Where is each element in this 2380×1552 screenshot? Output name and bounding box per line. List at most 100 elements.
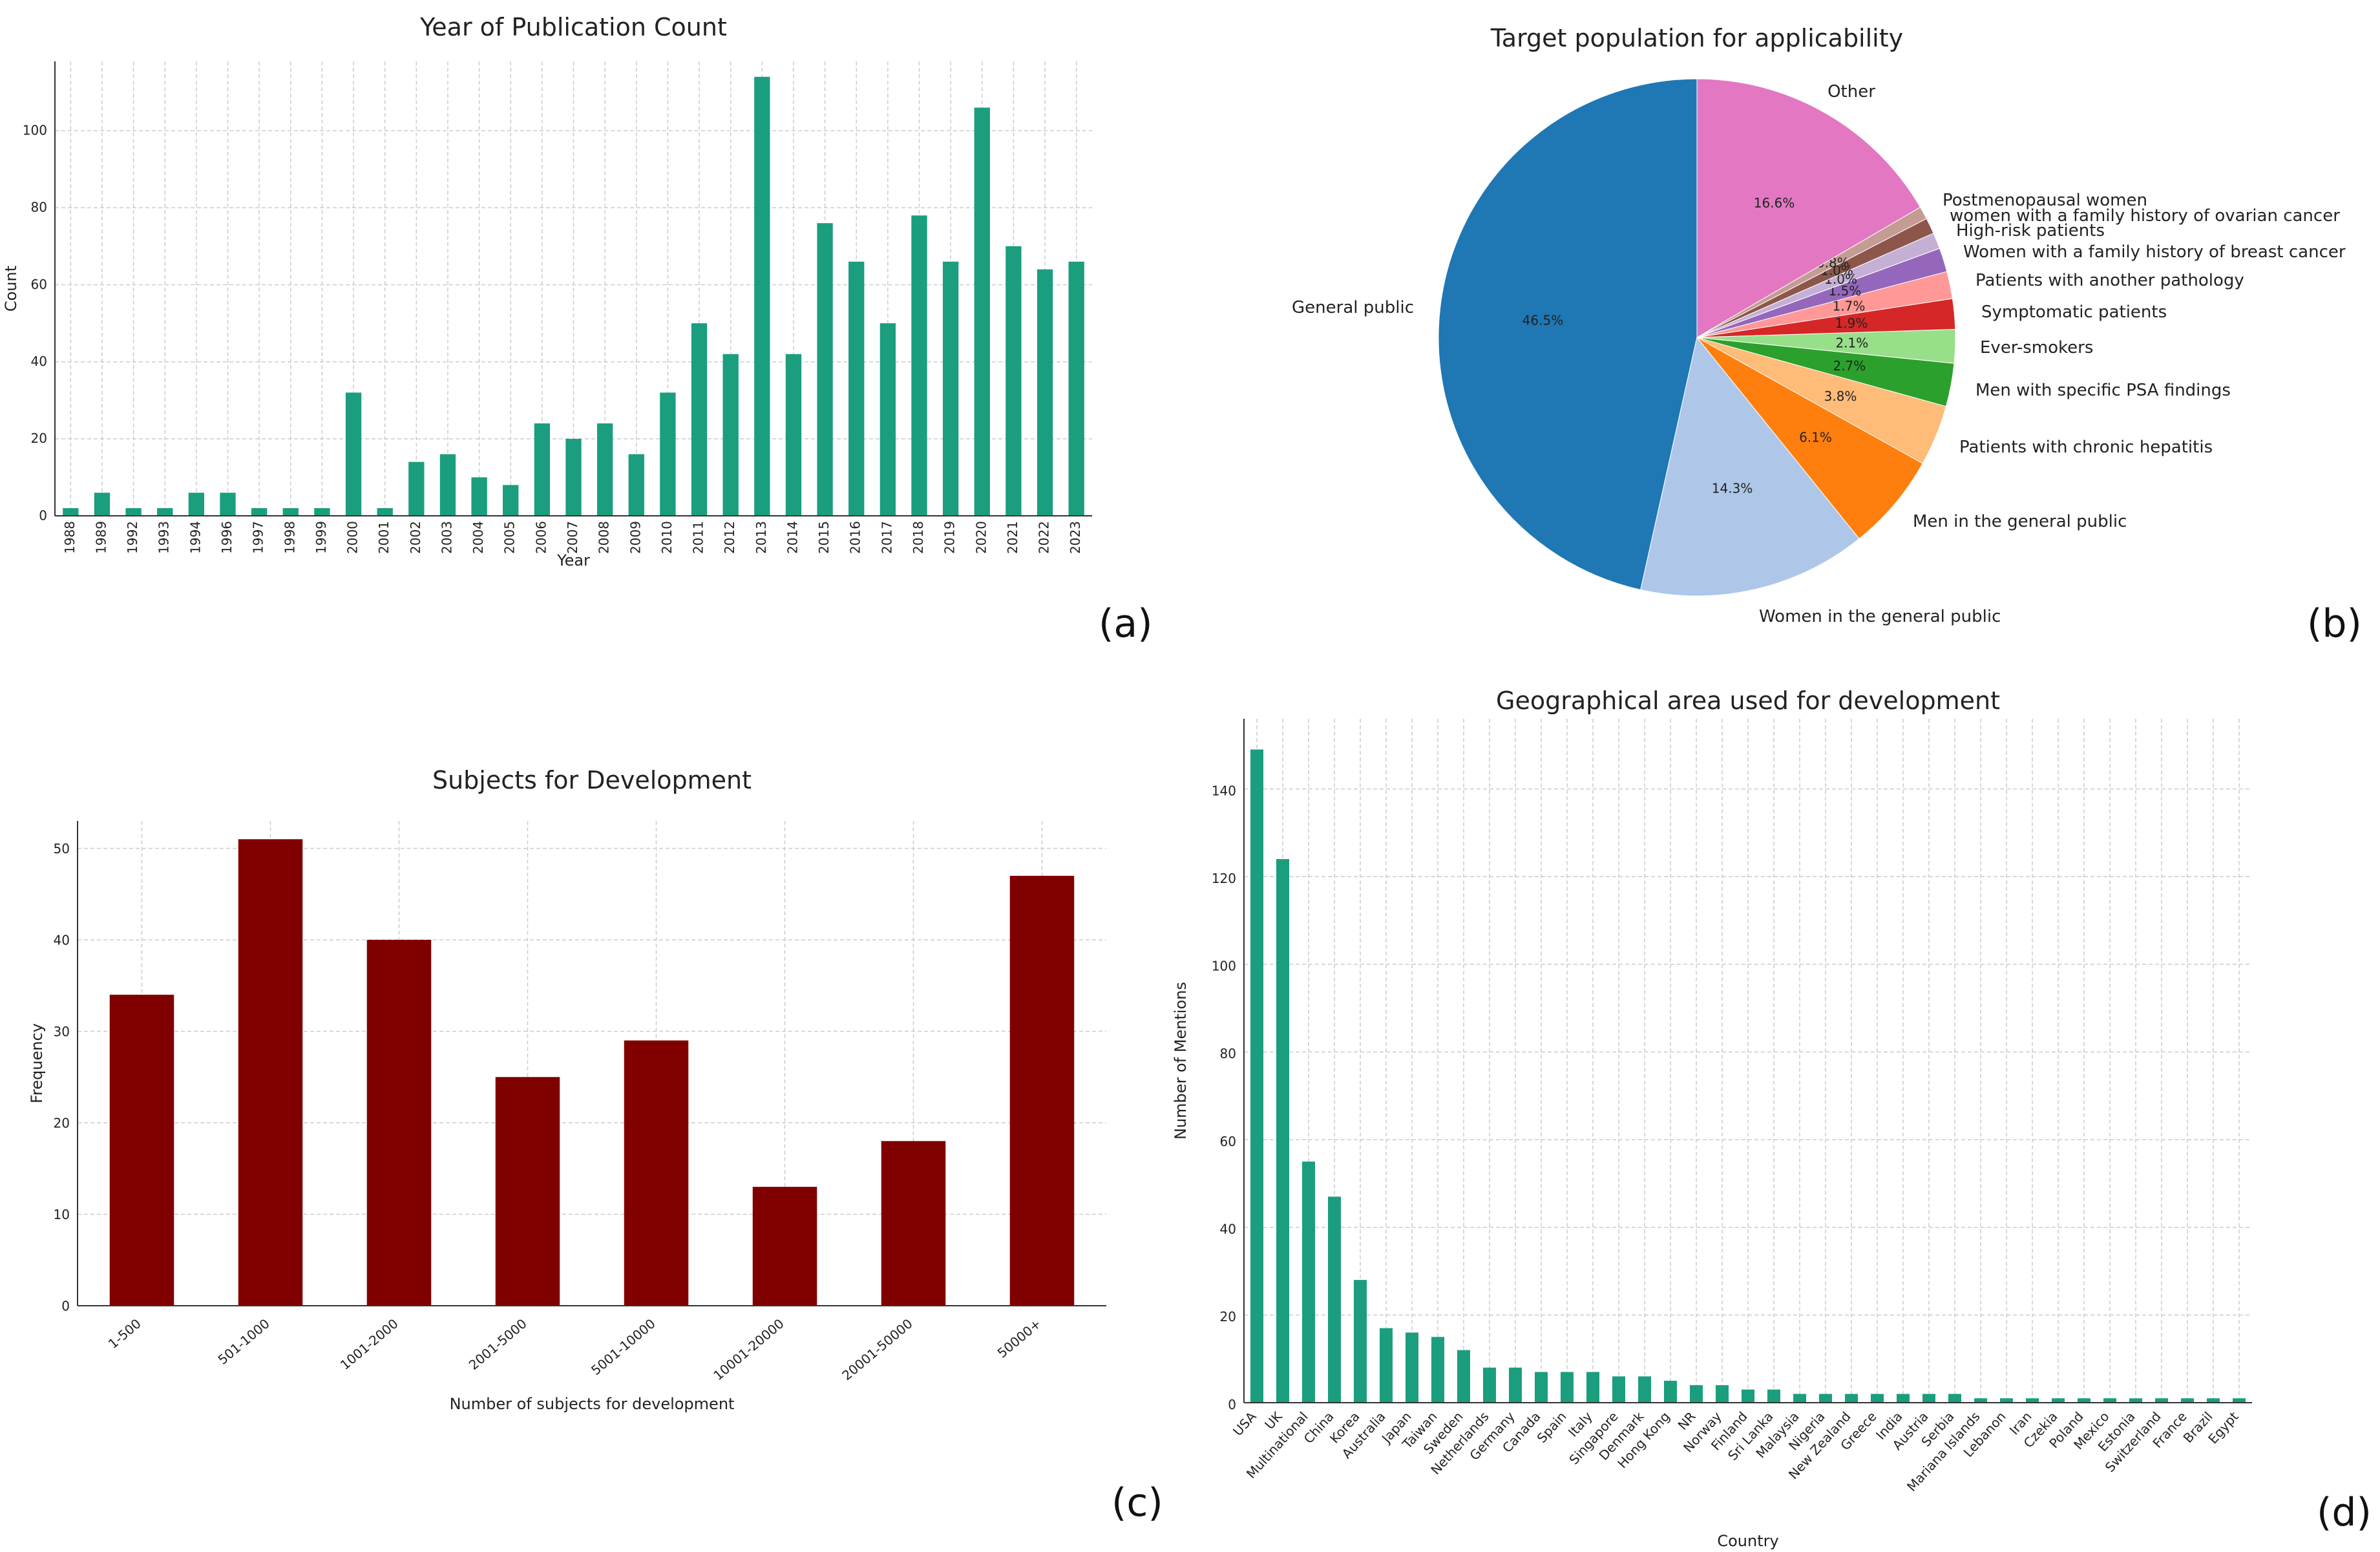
y-tick-label: 50: [54, 841, 70, 856]
x-tick-label: 2014: [785, 521, 800, 554]
x-tick-label: 2015: [816, 521, 832, 554]
x-tick-label: 1997: [251, 521, 266, 554]
bar-2008: [596, 423, 613, 516]
bar-Switzerland: [2155, 1398, 2168, 1403]
y-tick-label: 30: [54, 1024, 70, 1039]
chart-title: Target population for applicability: [1490, 24, 1903, 52]
bar-501-1000: [238, 839, 303, 1306]
panel-b-target-population-pie: Target population for applicability 46.5%…: [1292, 24, 2346, 626]
bar-2001-5000: [495, 1077, 560, 1306]
pie-pct-label: 2.1%: [1835, 335, 1868, 350]
bar-2020: [974, 107, 990, 516]
x-tick-label: 2019: [942, 521, 958, 554]
bar-Japan: [1406, 1332, 1418, 1403]
bar-Lebanon: [2000, 1398, 2013, 1403]
y-tick-label: 60: [1220, 1134, 1236, 1149]
x-tick-label: 50000+: [995, 1315, 1044, 1361]
x-tick-label: 1994: [187, 521, 203, 554]
bar-1001-2000: [366, 939, 432, 1306]
x-tick-label: 5001-10000: [588, 1315, 658, 1378]
y-tick-label: 10: [54, 1207, 70, 1222]
x-tick-label: 2022: [1037, 521, 1052, 554]
bar-2014: [785, 354, 802, 516]
x-tick-label: 2011: [691, 521, 706, 554]
pie-slice-label: Patients with another pathology: [1975, 271, 2244, 290]
pie-slice-label: High-risk patients: [1956, 221, 2105, 240]
x-tick-label: 10001-20000: [710, 1315, 786, 1383]
bar-2023: [1068, 261, 1084, 516]
bar-2009: [628, 454, 644, 516]
y-tick-label: 0: [61, 1299, 70, 1314]
x-tick-label: 2017: [879, 521, 894, 554]
y-tick-label: 100: [23, 123, 47, 138]
x-tick-label: 1992: [125, 521, 140, 554]
bar-Australia: [1380, 1328, 1393, 1403]
pie-pct-label: 16.6%: [1754, 195, 1795, 211]
bar-NR: [1690, 1385, 1703, 1403]
y-tick-label: 20: [31, 431, 47, 446]
y-axis-label: Number of Mentions: [1172, 982, 1190, 1140]
bar-Greece: [1871, 1394, 1884, 1403]
x-tick-label: 2003: [439, 521, 454, 554]
bar-Czekia: [2052, 1398, 2065, 1403]
bar-China: [1328, 1196, 1341, 1403]
x-tick-label: 1998: [282, 521, 297, 554]
chart-title: Year of Publication Count: [419, 13, 727, 41]
bar-Serbia: [1948, 1394, 1961, 1403]
pie-slice-label: Patients with chronic hepatitis: [1959, 438, 2213, 457]
x-tick-label: 2001: [376, 521, 392, 554]
bar-1994: [188, 493, 205, 516]
x-tick-label: 2007: [565, 521, 580, 554]
chart-title: Subjects for Development: [432, 766, 752, 794]
pie-slice-label: Postmenopausal women: [1943, 191, 2147, 210]
bar-Italy: [1586, 1372, 1599, 1403]
bar-2021: [1006, 246, 1022, 516]
x-tick-label: 2006: [533, 521, 549, 554]
y-tick-label: 20: [1220, 1309, 1236, 1324]
pie-pct-label: 3.8%: [1824, 388, 1857, 404]
pie-slice-label: Other: [1827, 82, 1875, 101]
y-tick-label: 140: [1212, 783, 1236, 798]
bar-2011: [691, 323, 708, 516]
x-tick-label: 2021: [1005, 521, 1020, 554]
x-tick-label: 2002: [408, 521, 423, 554]
panel-letter-b: (b): [2307, 601, 2362, 646]
pie-slice-label: women with a family history of ovarian c…: [1950, 206, 2340, 226]
bar-Canada: [1535, 1372, 1548, 1403]
bar-Korea: [1354, 1280, 1367, 1403]
bar-1989: [94, 493, 111, 516]
x-tick-label: 2009: [627, 521, 643, 554]
y-tick-label: 40: [1220, 1222, 1236, 1237]
bar-2012: [722, 354, 739, 516]
bar-Egypt: [2233, 1398, 2246, 1403]
x-tick-label: 2004: [470, 521, 486, 554]
panel-letter-c: (c): [1111, 1480, 1163, 1525]
x-tick-label: 2005: [502, 521, 518, 554]
bar-1992: [125, 508, 142, 516]
bar-2007: [565, 438, 582, 516]
panel-a-year-chart: 0 20 40 60 80 100 1988 1989 1992 1993 1994 1996 1997…: [2, 13, 1092, 569]
y-tick-label: 40: [31, 354, 47, 369]
y-tick-label: 0: [39, 507, 47, 523]
bar-Multinational: [1302, 1161, 1315, 1403]
bar-France: [2181, 1398, 2194, 1403]
bar-2022: [1037, 269, 1053, 516]
pie-pct-label: 1.7%: [1833, 298, 1866, 314]
x-tick-label: 2001-5000: [466, 1315, 530, 1372]
bar-2017: [879, 323, 896, 516]
bar-2019: [942, 261, 959, 516]
bar-Spain: [1561, 1372, 1574, 1403]
bar-Sweden: [1457, 1350, 1470, 1403]
x-tick-label: Egypt: [2205, 1408, 2242, 1447]
pie-slice: [1696, 337, 1923, 540]
bar-Netherlands: [1483, 1367, 1496, 1403]
bar-2016: [848, 261, 865, 516]
bar-2000: [345, 392, 362, 516]
bar-2010: [660, 392, 676, 516]
bar-Hong Kong: [1664, 1381, 1677, 1403]
bar-Poland: [2078, 1398, 2090, 1403]
bar-Denmark: [1638, 1376, 1651, 1403]
bar-2005: [503, 485, 519, 516]
bar-50000+: [1009, 875, 1075, 1306]
bar-20001-50000: [881, 1141, 946, 1306]
